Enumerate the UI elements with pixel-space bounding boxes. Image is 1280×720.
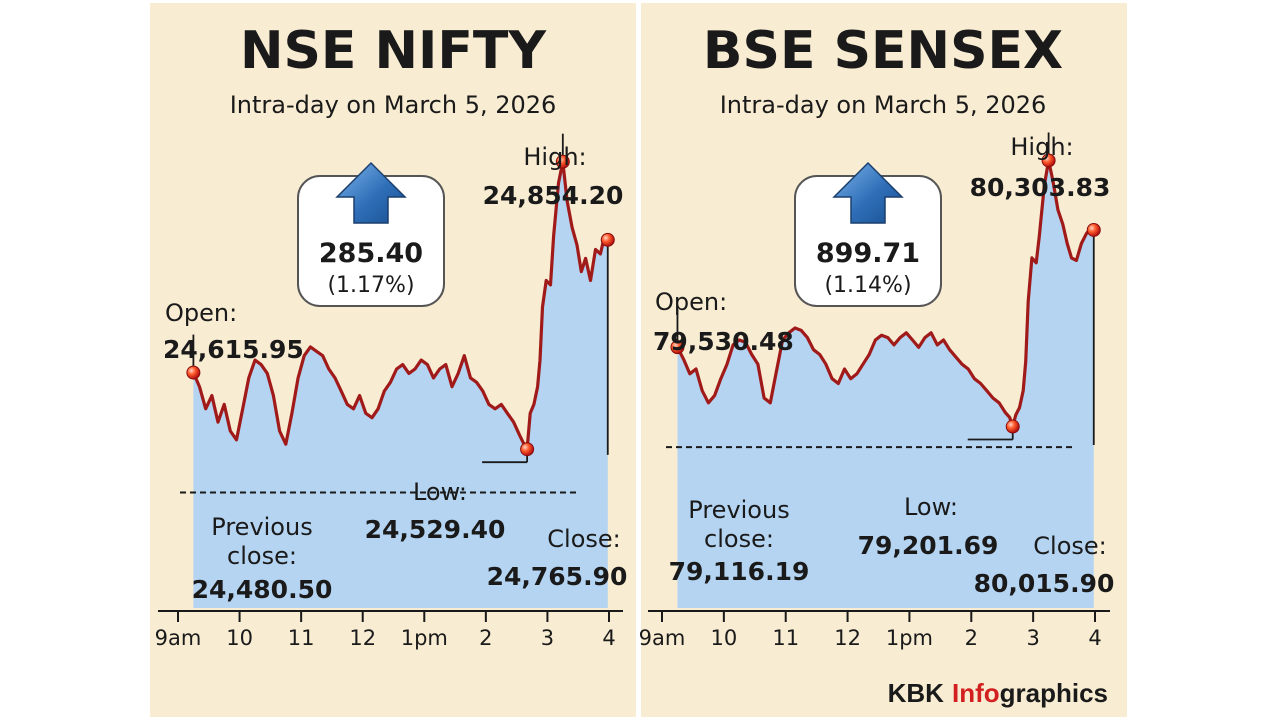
sensex-tick-label: 2: [965, 626, 978, 650]
nifty-title: NSE NIFTY: [240, 21, 547, 81]
sensex-change-percent: (1.14%): [824, 273, 911, 298]
sensex-low-point: [1005, 419, 1020, 434]
nifty-low-value: 24,529.40: [365, 515, 506, 544]
sensex-tick-label: 4: [1088, 626, 1101, 650]
sensex-series-line: [676, 158, 1095, 429]
sensex-tick-label: 9am: [639, 626, 686, 650]
nifty-change-value: 285.40: [319, 238, 423, 269]
sensex-tick-label: 1pm: [886, 626, 933, 650]
sensex-prev-close-label-2: close:: [704, 525, 774, 553]
sensex-tick-label: 10: [710, 626, 737, 650]
nifty-high-label: High:: [523, 143, 586, 171]
sensex-close-point: [1086, 222, 1101, 237]
nifty-low-point: [520, 442, 535, 457]
up-arrow-icon: [832, 161, 904, 224]
sensex-high-label: High:: [1010, 133, 1073, 161]
nifty-prev-close-value: 24,480.50: [192, 575, 333, 604]
nifty-change-percent: (1.17%): [327, 273, 414, 298]
nifty-open-value: 24,615.95: [163, 335, 304, 364]
sensex-high-point: [1041, 153, 1056, 168]
sensex-high-value: 80,303.83: [970, 173, 1111, 202]
sensex-panel: BSE SENSEX Intra-day on March 5, 2026 9a…: [639, 3, 1127, 717]
nifty-close-point: [600, 232, 615, 247]
brand-logo: KBK Infographics: [888, 678, 1108, 708]
nifty-close-value: 24,765.90: [487, 562, 628, 591]
up-arrow-icon: [335, 161, 407, 224]
sensex-change-value: 899.71: [816, 238, 920, 269]
nifty-panel: NSE NIFTY Intra-day on March 5, 2026 9am…: [150, 3, 636, 717]
brand-graphics: graphics: [1000, 678, 1108, 708]
sensex-open-value: 79,530.48: [653, 327, 794, 356]
nifty-series-line: [191, 160, 609, 451]
nifty-open-point: [186, 365, 201, 380]
sensex-prev-close-label-1: Previous: [688, 496, 789, 524]
nifty-high-point: [555, 154, 570, 169]
sensex-subtitle: Intra-day on March 5, 2026: [720, 91, 1047, 119]
nifty-tick-label: 3: [541, 626, 554, 650]
brand-info: Info: [952, 678, 1000, 708]
sensex-tick-label: 3: [1026, 626, 1039, 650]
sensex-low-value: 79,201.69: [858, 531, 999, 560]
nifty-tick-label: 11: [288, 626, 315, 650]
nifty-tick-label: 9am: [155, 626, 202, 650]
nifty-tick-label: 2: [479, 626, 492, 650]
nifty-prev-close-label-1: Previous: [211, 513, 312, 541]
sensex-open-label: Open:: [655, 288, 727, 316]
sensex-close-value: 80,015.90: [974, 569, 1115, 598]
nifty-prev-close-label-2: close:: [227, 542, 297, 570]
brand-kbk: KBK: [888, 678, 945, 708]
nifty-high-value: 24,854.20: [483, 181, 624, 210]
nifty-change-box: 285.40 (1.17%): [297, 161, 445, 307]
nifty-tick-label: 4: [602, 626, 615, 650]
sensex-close-label: Close:: [1033, 532, 1106, 560]
sensex-tick-label: 11: [772, 626, 799, 650]
sensex-area: [677, 160, 1094, 608]
nifty-tick-label: 12: [349, 626, 376, 650]
sensex-change-box: 899.71 (1.14%): [794, 161, 942, 307]
nifty-open-label: Open:: [165, 299, 237, 327]
sensex-title: BSE SENSEX: [703, 21, 1063, 81]
nifty-subtitle: Intra-day on March 5, 2026: [230, 91, 557, 119]
nifty-close-label: Close:: [547, 525, 620, 553]
nifty-low-label: Low:: [413, 478, 467, 506]
nifty-tick-label: 10: [226, 626, 253, 650]
nifty-tick-label: 1pm: [401, 626, 448, 650]
nifty-plot: 9am 10 11 12 1pm 2 3 4: [155, 133, 623, 650]
sensex-prev-close-value: 79,116.19: [669, 557, 810, 586]
sensex-tick-label: 12: [834, 626, 861, 650]
nifty-area: [193, 161, 608, 608]
sensex-plot: 9am 10 11 12 1pm 2 3 4: [639, 132, 1110, 650]
sensex-low-label: Low:: [904, 493, 958, 521]
sensex-open-point: [670, 340, 685, 355]
